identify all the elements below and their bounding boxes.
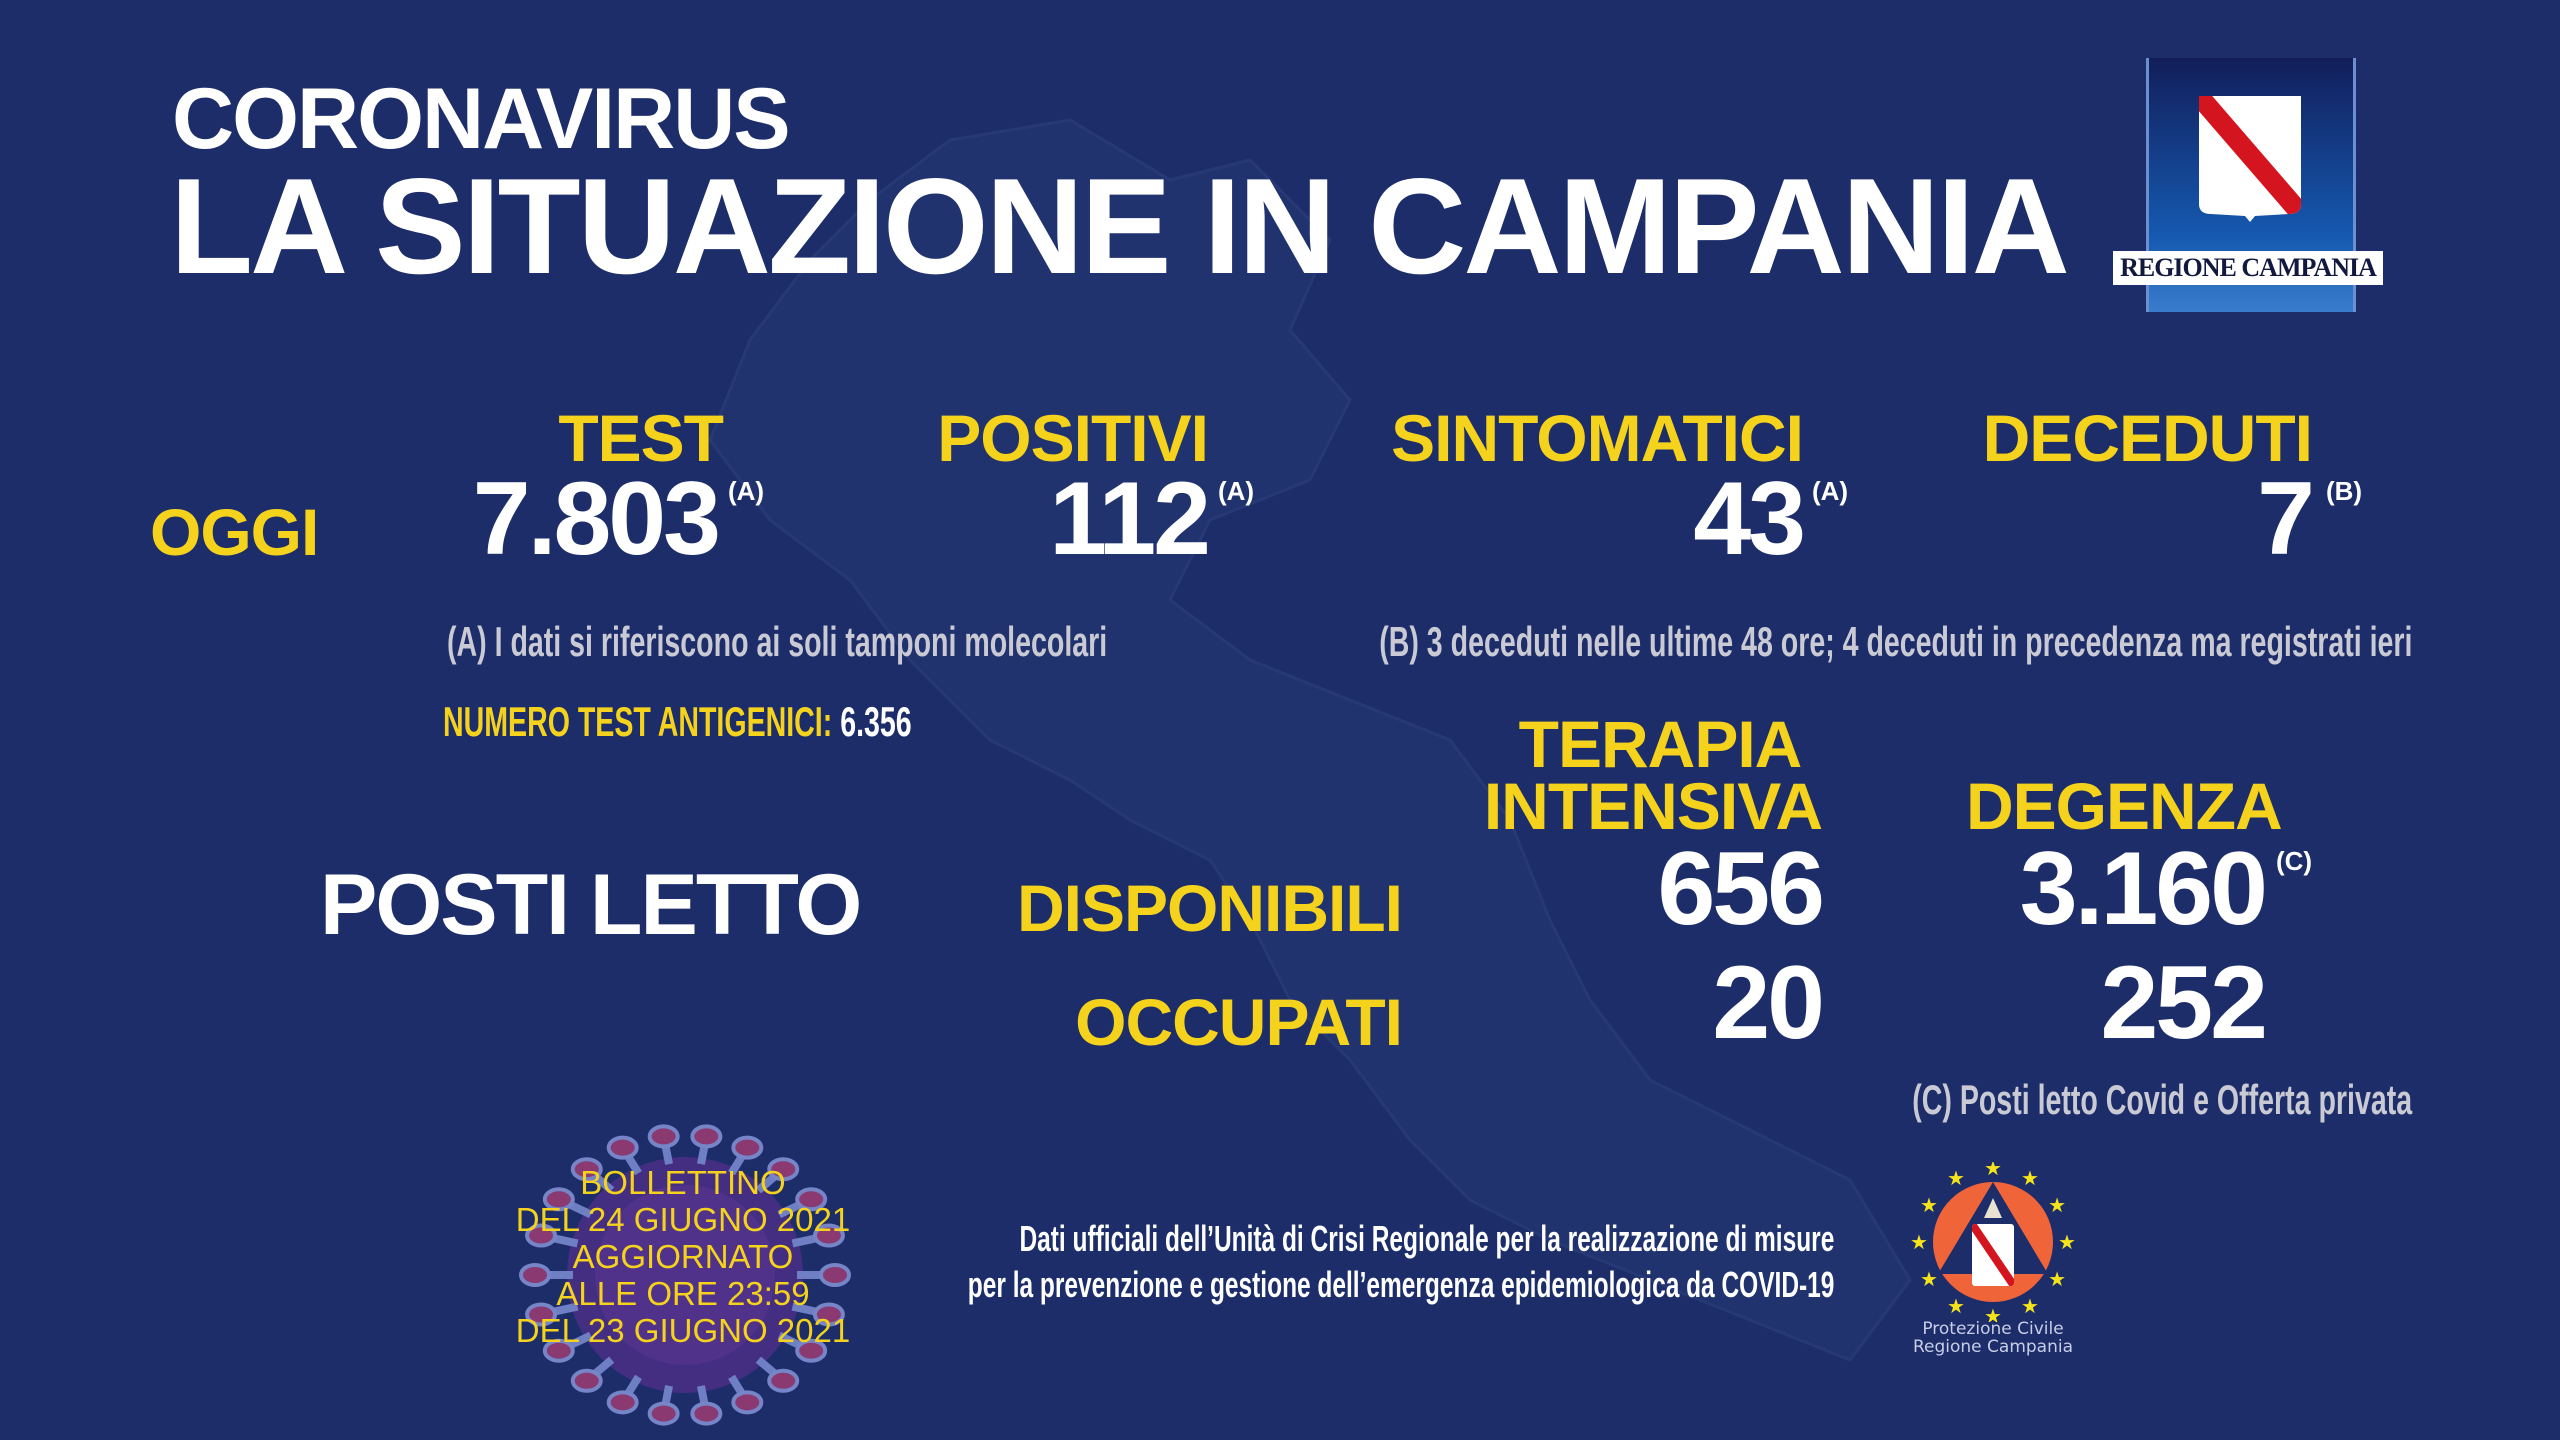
virus-spike-tip xyxy=(731,1390,764,1415)
virus-spike-tip xyxy=(525,1223,558,1248)
bollettino-line: DEL 24 GIUGNO 2021 xyxy=(515,1201,851,1238)
protezione-civile-logo: ★ ★★★★★★★★★★★ (function(){var g=document.… xyxy=(1910,1162,2076,1322)
pc-line-2: Regione Campania xyxy=(1912,1337,2074,1357)
star-icon: ★ xyxy=(1920,1269,1938,1291)
stat-value-positivi: 112 xyxy=(1049,461,1211,577)
star-icon: ★ xyxy=(1910,1232,1928,1254)
virus-spike-tip xyxy=(647,1124,680,1149)
bollettino-line: BOLLETTINO xyxy=(580,1164,786,1201)
virus-spike-tip xyxy=(795,1338,828,1363)
stat-label-test: TEST xyxy=(558,401,724,475)
note-a: (A) I dati si riferiscono ai soli tampon… xyxy=(447,618,1108,665)
virus-spike-tip xyxy=(606,1390,639,1415)
source-line-2: per la prevenzione e gestione dell’emerg… xyxy=(967,1264,1834,1305)
star-icon: ★ xyxy=(2021,1296,2039,1318)
row-disponibili: DISPONIBILI xyxy=(1016,871,1403,945)
virus-spike-tip xyxy=(812,1223,845,1248)
logo-text: REGIONE CAMPANIA xyxy=(2113,251,2383,285)
stat-note-positivi: (A) xyxy=(1218,476,1255,506)
virus-spike-tip xyxy=(767,1157,800,1182)
virus-spike-tip xyxy=(731,1135,764,1160)
stat-value-sintomatici: 43 xyxy=(1693,461,1806,577)
regione-campania-logo: REGIONE CAMPANIA xyxy=(2113,58,2383,312)
stat-note-sintomatici: (A) xyxy=(1812,476,1849,506)
stat-note-test: (A) xyxy=(728,476,765,506)
stat-value-test: 7.803 xyxy=(472,461,721,577)
star-icon: ★ xyxy=(2048,1195,2066,1217)
ti-occupati: 20 xyxy=(1712,945,1825,1061)
shield-icon xyxy=(2199,96,2301,222)
degenza-disponibili-note: (C) xyxy=(2276,846,2313,876)
bollettino-line: DEL 23 GIUGNO 2021 xyxy=(515,1312,851,1349)
star-icon: ★ xyxy=(1920,1195,1938,1217)
virus-spike-tip xyxy=(542,1187,575,1212)
bollettino-line: ALLE ORE 23:59 xyxy=(556,1275,810,1312)
stat-value-deceduti: 7 xyxy=(2257,461,2315,577)
virus-spike-tip xyxy=(812,1302,845,1327)
page-title: LA SITUAZIONE IN CAMPANIA xyxy=(170,150,2070,302)
pc-text: Protezione Civile Regione Campania xyxy=(1890,1320,2096,1356)
oggi-label: OGGI xyxy=(150,495,319,569)
col-degenza: DEGENZA xyxy=(1966,769,2283,843)
virus-spike-tip xyxy=(647,1401,680,1426)
star-icon: ★ xyxy=(1947,1296,1965,1318)
pc-line-1: Protezione Civile xyxy=(1922,1319,2064,1339)
col-terapia-line2: INTENSIVA xyxy=(1483,769,1823,843)
virus-spike-tip xyxy=(767,1368,800,1393)
antigen-label: NUMERO TEST ANTIGENICI: xyxy=(443,698,833,745)
stat-label-positivi: POSITIVI xyxy=(937,401,1209,475)
virus-spike-tip xyxy=(690,1124,723,1149)
star-icon: ★ xyxy=(1947,1168,1965,1190)
virus-spike-tip xyxy=(819,1263,851,1287)
virus-spike-tip xyxy=(795,1187,828,1212)
campania-map-background xyxy=(708,118,1912,1362)
stat-note-deceduti: (B) xyxy=(2326,476,2363,506)
source-line-1: Dati ufficiali dell’Unità di Crisi Regio… xyxy=(1019,1218,1834,1259)
note-c: (C) Posti letto Covid e Offerta privata xyxy=(1912,1076,2412,1123)
virus-spike-tip xyxy=(570,1157,603,1182)
stat-label-deceduti: DECEDUTI xyxy=(1982,401,2313,475)
ti-disponibili: 656 xyxy=(1657,831,1825,947)
star-icon: ★ xyxy=(1984,1162,2002,1180)
virus-spike-tip xyxy=(606,1135,639,1160)
virus-spike-tip xyxy=(690,1401,723,1426)
bollettino-line: AGGIORNATO xyxy=(572,1238,794,1275)
star-icon: ★ xyxy=(2048,1269,2066,1291)
antigen-value: 6.356 xyxy=(840,698,912,745)
virus-illustration: (function(){var g=document.getElementByI… xyxy=(519,1124,851,1426)
star-icon: ★ xyxy=(1984,1306,2002,1322)
row-occupati: OCCUPATI xyxy=(1075,985,1403,1059)
virus-spike-tip xyxy=(542,1338,575,1363)
stat-label-sintomatici: SINTOMATICI xyxy=(1391,401,1804,475)
degenza-occupati: 252 xyxy=(2100,945,2268,1061)
virus-spike-tip xyxy=(570,1368,603,1393)
posti-letto-title: POSTI LETTO xyxy=(320,857,862,953)
degenza-disponibili: 3.160 xyxy=(2019,831,2268,947)
bollettino: BOLLETTINO DEL 24 GIUGNO 2021 AGGIORNATO… xyxy=(483,1164,883,1349)
virus-spike-tip xyxy=(525,1302,558,1327)
star-icon: ★ xyxy=(2058,1232,2076,1254)
star-icon: ★ xyxy=(2021,1168,2039,1190)
virus-spike-tip xyxy=(519,1263,551,1287)
note-b: (B) 3 deceduti nelle ultime 48 ore; 4 de… xyxy=(1378,618,2412,665)
col-terapia-line1: TERAPIA xyxy=(1518,707,1803,781)
kicker: CORONAVIRUS xyxy=(172,71,791,167)
